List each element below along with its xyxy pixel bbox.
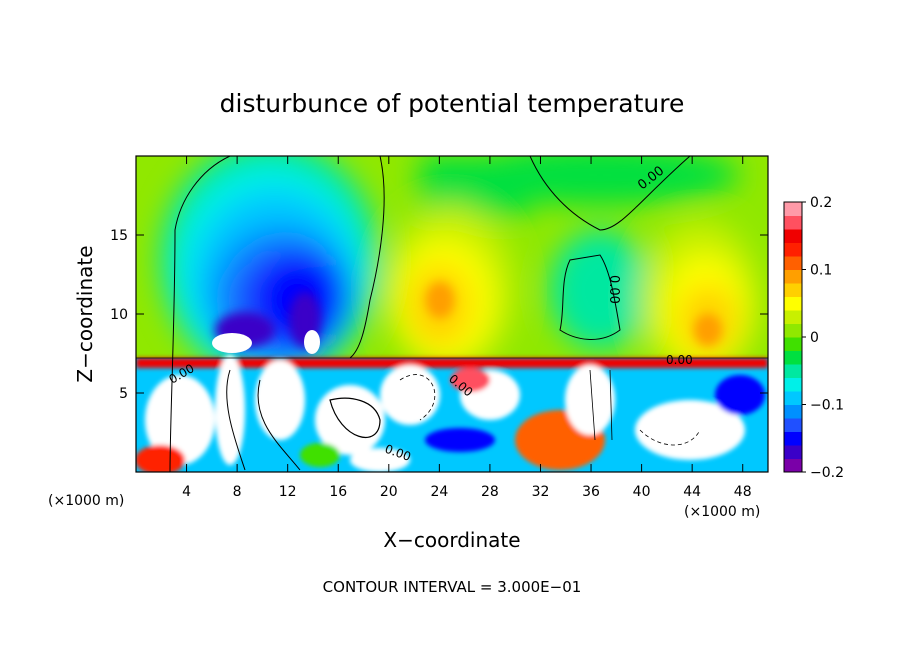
- chart-title: disturbunce of potential temperature: [220, 89, 685, 118]
- x-tick-label: 44: [683, 484, 701, 500]
- x-axis-label: X−coordinate: [383, 528, 520, 552]
- colorbar-swatch: [784, 418, 802, 432]
- colorbar-swatch: [784, 391, 802, 405]
- colorbar-swatch: [784, 458, 802, 473]
- colorbar-swatch: [784, 404, 802, 419]
- x-tick-label: 40: [633, 484, 651, 500]
- colorbar-swatch: [784, 350, 802, 365]
- colorbar-swatch: [784, 445, 802, 459]
- colorbar-swatch: [784, 283, 802, 297]
- x-tick-label: 12: [279, 484, 297, 500]
- x-tick-label: 36: [582, 484, 600, 500]
- colorbar-swatch: [784, 310, 802, 324]
- y-tick-label: 5: [119, 386, 128, 402]
- x-tick-label: 4: [182, 484, 191, 500]
- colorbar-swatch: [784, 202, 802, 216]
- x-unit-label-left: (×1000 m): [48, 493, 124, 509]
- x-tick-label: 48: [734, 484, 752, 500]
- contour-label: 0.00: [606, 275, 621, 304]
- x-tick-label: 16: [329, 484, 347, 500]
- colorbar-swatch: [784, 323, 802, 338]
- x-tick-label: 8: [233, 484, 242, 500]
- x-axis: 4 8 12 16 20 24 28 32 36 40 44 48: [182, 156, 752, 500]
- colorbar-swatch: [784, 229, 802, 243]
- colorbar-tick-label: 0.1: [810, 263, 832, 279]
- colorbar-swatch: [784, 377, 802, 392]
- colorbar-swatch: [784, 215, 802, 230]
- y-tick-label: 15: [110, 228, 128, 244]
- y-tick-label: 10: [110, 307, 128, 323]
- colorbar-swatch: [784, 256, 802, 270]
- colorbar-swatch: [784, 242, 802, 257]
- y-axis: 5 10 15: [110, 228, 768, 402]
- colorbar-swatch: [784, 337, 802, 351]
- colorbar-swatch: [784, 431, 802, 446]
- x-tick-label: 28: [481, 484, 499, 500]
- x-unit-label-right: (×1000 m): [684, 504, 760, 520]
- x-tick-label: 20: [380, 484, 398, 500]
- plot-field: [136, 156, 768, 472]
- colorbar-swatch: [784, 364, 802, 378]
- colorbar-swatch: [784, 269, 802, 284]
- colorbar-tick-label: 0: [810, 330, 819, 346]
- colorbar-tick-label: 0.2: [810, 195, 832, 211]
- colorbar-tick-label: −0.2: [810, 465, 844, 481]
- colorbar: 0.2 0.1 0 −0.1 −0.2: [783, 195, 844, 481]
- contour-label: 0.00: [666, 353, 693, 367]
- x-tick-label: 32: [532, 484, 550, 500]
- colorbar-swatch: [784, 296, 802, 311]
- contour-interval-note: CONTOUR INTERVAL = 3.000E−01: [323, 578, 582, 596]
- y-axis-label: Z−coordinate: [73, 245, 97, 382]
- x-tick-label: 24: [430, 484, 448, 500]
- colorbar-tick-label: −0.1: [810, 398, 844, 414]
